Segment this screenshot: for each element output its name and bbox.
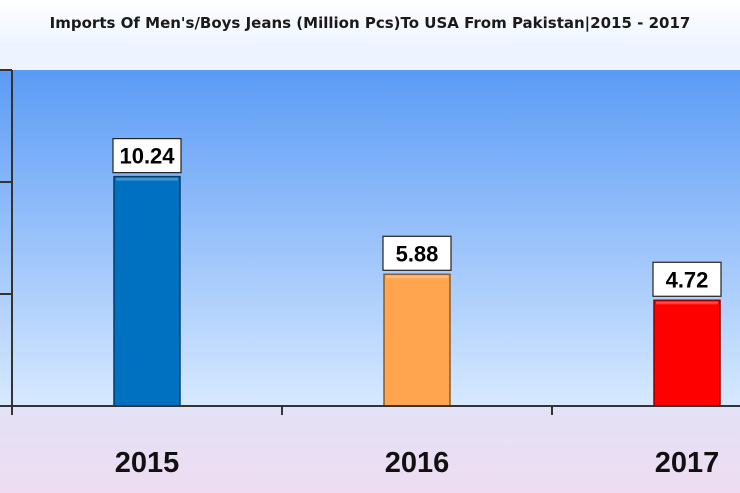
bar-highlight-2017 bbox=[656, 301, 718, 305]
chart-title: Imports Of Men's/Boys Jeans (Million Pcs… bbox=[49, 14, 691, 32]
title-fade-band bbox=[0, 46, 740, 70]
bar-highlight-2015 bbox=[116, 177, 178, 181]
category-axis-band bbox=[0, 406, 740, 493]
x-tick-label-2015: 2015 bbox=[115, 447, 180, 479]
plot-area bbox=[0, 70, 740, 406]
data-label-2017: 4.72 bbox=[666, 267, 709, 292]
data-label-box-2017 bbox=[652, 261, 722, 297]
x-tick-label-2017: 2017 bbox=[655, 447, 720, 479]
data-label-2016: 5.88 bbox=[396, 241, 439, 266]
bar-2016 bbox=[383, 273, 451, 407]
bar-2017 bbox=[653, 299, 721, 407]
data-label-box-2015 bbox=[112, 138, 182, 174]
bar-2015 bbox=[113, 175, 181, 407]
x-tick-label-2016: 2016 bbox=[385, 447, 450, 479]
data-label-box-2016 bbox=[382, 235, 452, 271]
bar-highlight-2016 bbox=[386, 275, 448, 279]
chart-title-bar: Imports Of Men's/Boys Jeans (Million Pcs… bbox=[0, 0, 740, 46]
data-label-2015: 10.24 bbox=[119, 144, 175, 169]
